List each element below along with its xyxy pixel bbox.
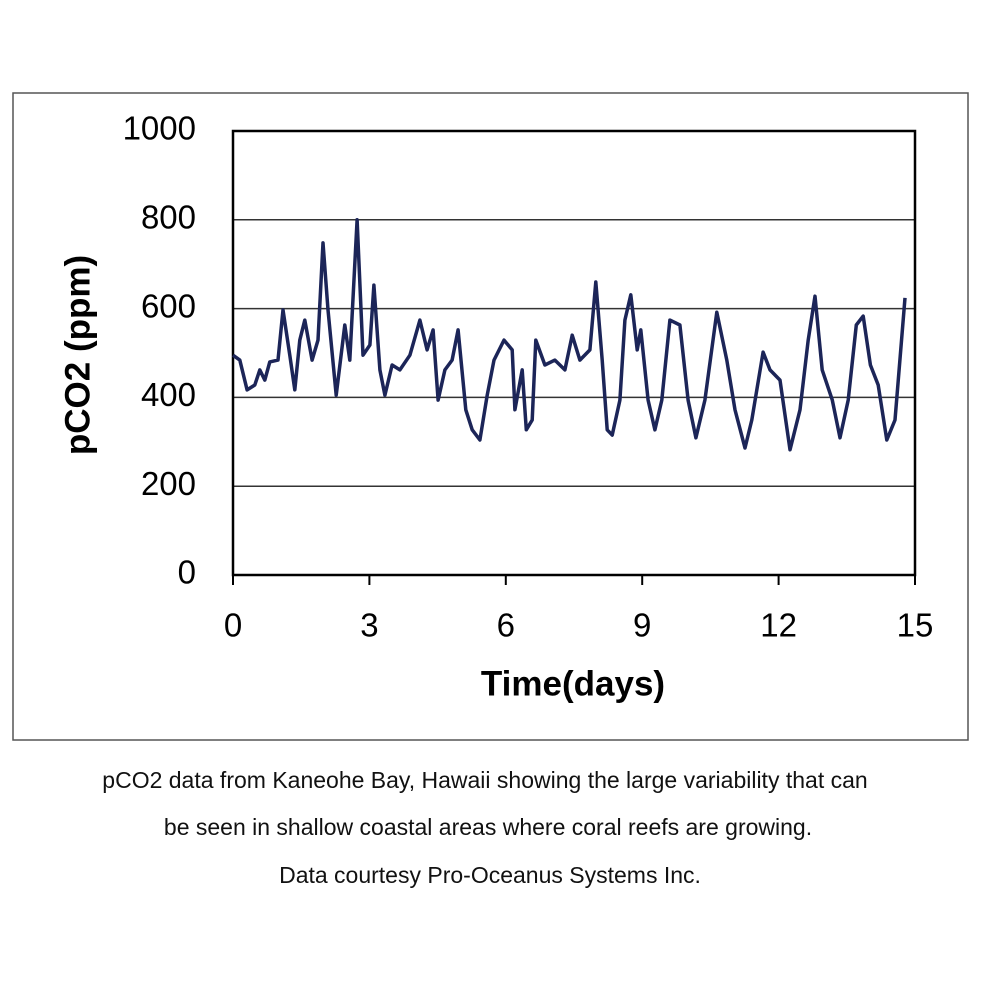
x-axis-title: Time(days)	[481, 664, 665, 703]
x-tick-label: 9	[633, 607, 651, 644]
y-tick-label: 0	[178, 554, 196, 591]
y-axis-title: pCO2 (ppm)	[58, 255, 97, 455]
y-tick-label: 200	[141, 465, 196, 502]
x-tick-label: 15	[897, 607, 934, 644]
plot-border	[231, 129, 917, 577]
chart-frame	[12, 92, 969, 741]
caption-line: be seen in shallow coastal areas where c…	[164, 814, 812, 840]
x-tick-label: 6	[497, 607, 515, 644]
y-tick-label: 600	[141, 287, 196, 324]
y-tick-label: 800	[141, 199, 196, 236]
y-tick-label: 1000	[123, 110, 196, 147]
data-line	[231, 218, 907, 452]
caption-line: Data courtesy Pro-Oceanus Systems Inc.	[279, 862, 701, 888]
y-tick-label: 400	[141, 376, 196, 413]
x-tick-label: 0	[224, 607, 242, 644]
x-tick-label: 12	[760, 607, 797, 644]
caption-line: pCO2 data from Kaneohe Bay, Hawaii showi…	[102, 767, 867, 793]
x-tick-label: 3	[360, 607, 378, 644]
